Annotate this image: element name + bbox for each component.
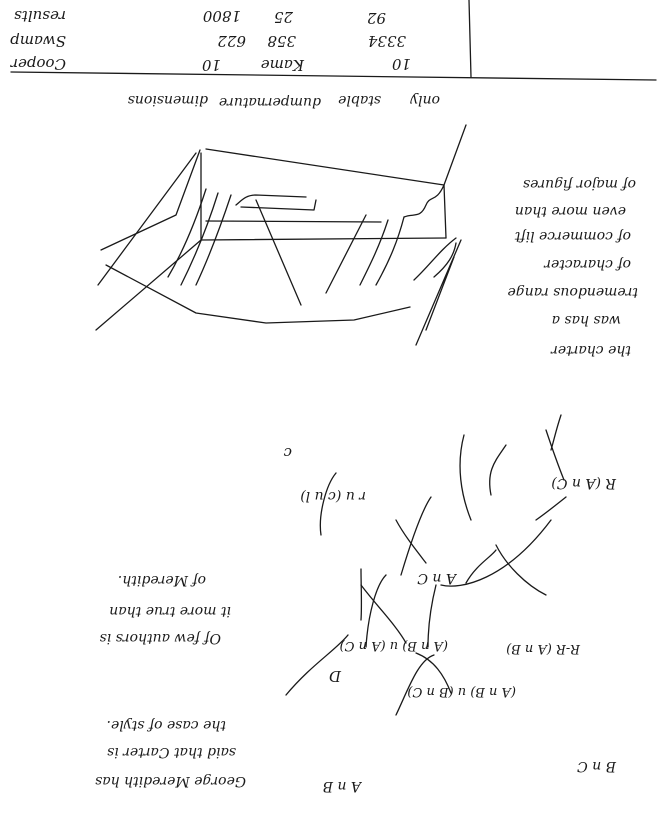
note-line: of character (544, 256, 631, 272)
table-cell: 1800 (202, 7, 241, 25)
edge (360, 584, 407, 644)
lattice-diagram-edges (285, 414, 567, 716)
table-cell: 10 (201, 56, 221, 74)
note-line: said that Carter is (107, 744, 236, 760)
table-header-dimensions: dimensions (127, 92, 208, 108)
diagram-node-bottom-right: B n C (577, 758, 616, 774)
note-line: tremendous range (507, 284, 638, 300)
note-line: of Meredith. (117, 572, 206, 588)
table-vertical-rule (468, 0, 472, 78)
diagram-node-mid: A n C (417, 570, 456, 586)
edge (427, 584, 437, 648)
edge (440, 519, 552, 587)
edge (395, 519, 427, 564)
edge (459, 434, 472, 521)
edge (365, 574, 387, 648)
edge (495, 544, 547, 596)
table-cell: 622 (217, 32, 246, 50)
edge (415, 652, 452, 694)
edge (285, 634, 349, 696)
table-cell: 10 (391, 55, 411, 73)
table-horizontal-rule (10, 71, 657, 81)
diagram-node-center-left: (A n B) u (A n C) (339, 638, 448, 653)
table-cell: 92 (366, 9, 386, 27)
note-line: of commerce lift (514, 228, 631, 244)
edge (550, 414, 562, 451)
diagram-node-lower: (A n B) u (B n C) (407, 684, 516, 699)
note-line: the charter (551, 342, 631, 358)
table-cell: 25 (273, 8, 293, 26)
edge (395, 654, 435, 716)
table-header-only: only (410, 92, 440, 108)
note-line: of major figures (522, 176, 636, 192)
diagram-node-left: D (328, 667, 341, 685)
table-row-label: Swamp (10, 32, 66, 50)
note-line: Of few authors is (99, 630, 221, 646)
edge (400, 496, 432, 576)
edge (535, 496, 567, 521)
note-line: even more than (514, 203, 626, 219)
table-cell: 3334 (367, 32, 406, 50)
table-header-dumpernature: dumpernature (218, 94, 321, 110)
corrugated-panel-sketch (95, 124, 467, 346)
table-cell: 358 (267, 32, 296, 50)
edge (465, 549, 497, 584)
edge (489, 444, 507, 496)
note-line: the case of style. (106, 717, 226, 733)
diagram-node-bottom-left: A n B (322, 778, 361, 794)
diagram-node-top-right: R (A n C) (551, 475, 616, 491)
note-line: it more true than (109, 603, 231, 619)
table-cell: Kame (260, 56, 304, 74)
diagram-node-top-left: r u (c u l) (300, 488, 366, 504)
table-row-label: results (14, 7, 66, 25)
table-header-stable: stable (338, 92, 381, 108)
note-line: was has a (551, 312, 621, 328)
table-row-label: Cooper (10, 55, 66, 73)
edge (319, 472, 337, 536)
diagram-node-center-right: R-R (A n B) (506, 641, 580, 656)
diagram-mark-c: c (283, 444, 292, 462)
edge (545, 429, 565, 481)
note-line: George Meredith has (95, 773, 246, 789)
